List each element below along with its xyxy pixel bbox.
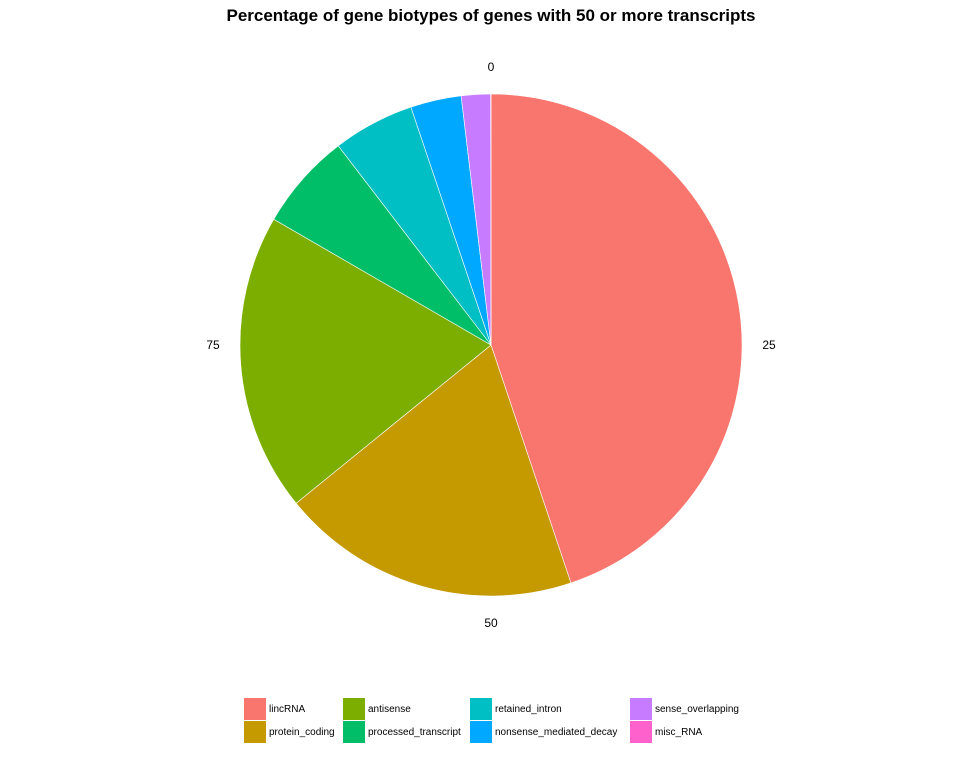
legend-swatch: [343, 721, 365, 743]
legend-item-misc-RNA: misc_RNA: [630, 721, 702, 743]
legend-swatch: [470, 721, 492, 743]
theta-tick-label: 25: [762, 338, 776, 352]
theta-tick-label: 75: [206, 338, 220, 352]
pie-slice-antisense: [239, 218, 492, 504]
legend-label: sense_overlapping: [655, 703, 739, 715]
theta-tick-label: 50: [484, 616, 498, 630]
legend: lincRNA protein_coding antisense processed_…: [244, 698, 804, 744]
legend-swatch: [244, 721, 266, 743]
legend-item-protein-coding: protein_coding: [244, 721, 335, 743]
theta-tick-label: 0: [488, 60, 495, 74]
legend-swatch: [470, 698, 492, 720]
pie-slices: [239, 93, 743, 597]
legend-swatch: [244, 698, 266, 720]
legend-label: retained_intron: [495, 703, 562, 715]
legend-label: protein_coding: [269, 726, 335, 738]
legend-item-retained-intron: retained_intron: [470, 698, 562, 720]
legend-item-antisense: antisense: [343, 698, 411, 720]
legend-label: lincRNA: [269, 703, 306, 715]
pie-slice-lincRNA: [490, 93, 743, 584]
legend-swatch: [630, 698, 652, 720]
theta-ticks: 0 25 50 75: [206, 60, 776, 630]
legend-swatch: [343, 698, 365, 720]
legend-label: nonsense_mediated_decay: [495, 726, 618, 738]
legend-item-lincRNA: lincRNA: [244, 698, 305, 720]
legend-label: processed_transcript: [368, 726, 461, 738]
legend-item-processed-transcript: processed_transcript: [343, 721, 461, 743]
legend-label: misc_RNA: [655, 726, 703, 738]
chart-title: Percentage of gene biotypes of genes wit…: [226, 6, 756, 25]
legend-label: antisense: [368, 703, 411, 715]
legend-item-sense-overlapping: sense_overlapping: [630, 698, 739, 720]
legend-item-nonsense-mediated-decay: nonsense_mediated_decay: [470, 721, 617, 743]
pie-slice-protein-coding: [295, 344, 572, 597]
legend-swatch: [630, 721, 652, 743]
